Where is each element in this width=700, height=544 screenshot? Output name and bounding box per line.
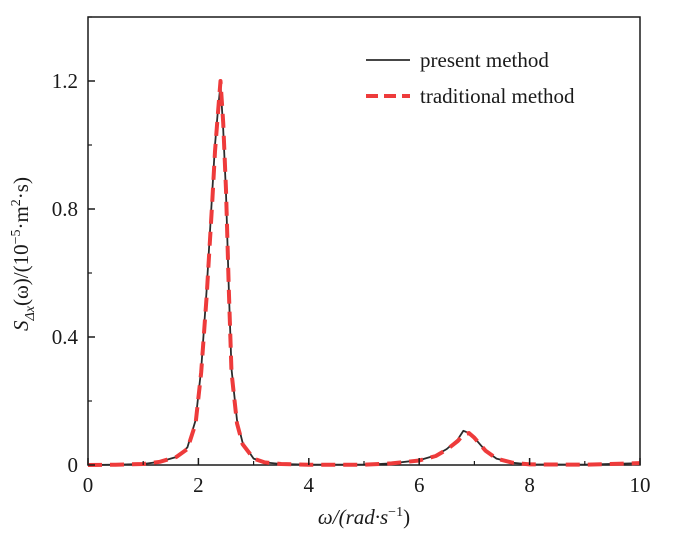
legend: present method traditional method [366,48,575,108]
x-tick-label: 10 [630,473,651,497]
x-axis-label: ω/(rad·s−1) [318,505,410,529]
ticks: 0 2 4 6 8 10 0 0.4 0.8 1.2 [52,16,651,497]
x-tick-label: 8 [524,473,535,497]
x-tick-label: 4 [304,473,315,497]
y-tick-label: 1.2 [52,69,78,93]
y-tick-label: 0 [68,453,79,477]
series-line-traditional [87,79,641,467]
y-tick-label: 0.8 [52,197,78,221]
x-tick-label: 0 [83,473,94,497]
legend-label-traditional: traditional method [420,84,575,108]
x-tick-label: 2 [193,473,204,497]
x-tick-label: 6 [414,473,425,497]
plot-lines [87,79,641,467]
y-tick-label: 0.4 [52,325,79,349]
y-axis-label: SΔx(ω)/(10−5·m2·s) [9,177,38,331]
series-line-present [87,83,641,466]
legend-label-present: present method [420,48,549,72]
